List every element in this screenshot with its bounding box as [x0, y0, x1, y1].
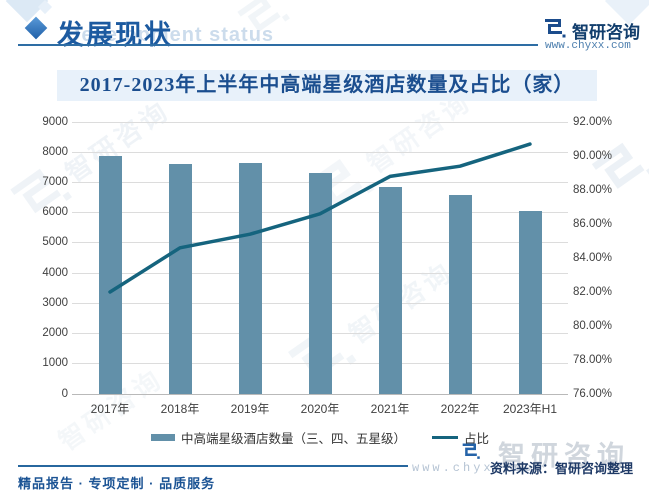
- chart-legend: 中高端星级酒店数量（三、四、五星级） 占比: [75, 428, 565, 447]
- section-subtitle-en: Development status: [66, 24, 275, 46]
- brand-url: www.chyxx.com: [545, 40, 631, 52]
- brand-logo-icon: [543, 16, 567, 45]
- bar: [378, 187, 402, 394]
- x-axis-tick-label: 2018年: [160, 402, 200, 416]
- bar: [518, 210, 542, 394]
- footer-tagline: 精品报告 · 专项定制 · 品质服务: [18, 476, 216, 491]
- right-axis-tick-label: 76.00%: [573, 387, 613, 400]
- legend-item-bars: 中高端星级酒店数量（三、四、五星级）: [150, 428, 406, 447]
- footer-watermark-text: 智研咨询: [498, 441, 630, 471]
- x-axis-tick-label: 2019年: [230, 402, 270, 416]
- left-axis-tick-label: 8000: [42, 145, 68, 158]
- left-axis-tick-label: 9000: [42, 115, 68, 128]
- x-axis-tick-label: 2021年: [370, 402, 410, 416]
- footer-brand-icon: [461, 441, 481, 466]
- right-axis-tick-label: 86.00%: [573, 217, 613, 230]
- left-axis-tick-label: 5000: [42, 236, 68, 249]
- legend-label-line: 占比: [464, 432, 490, 446]
- x-axis-tick-label: 2022年: [440, 402, 480, 416]
- chart-title: 2017-2023年上半年中高端星级酒店数量及占比（家）: [57, 70, 597, 101]
- bar: [168, 164, 192, 394]
- left-axis-tick-label: 1000: [42, 357, 68, 370]
- right-axis-tick-label: 84.00%: [573, 251, 613, 264]
- x-axis-tick-label: 2017年: [90, 402, 130, 416]
- bar: [238, 163, 262, 394]
- right-axis-tick-label: 92.00%: [573, 115, 613, 128]
- grid-line: [72, 121, 568, 123]
- x-axis-line: [72, 393, 568, 395]
- x-axis-tick-label: 2020年: [300, 402, 340, 416]
- legend-item-line: 占比: [432, 428, 489, 447]
- left-axis-tick-label: 2000: [42, 327, 68, 340]
- footer-watermark-url: www.chyxx.com: [412, 461, 545, 475]
- section-title: 发展现状: [57, 20, 173, 50]
- header-divider: [18, 44, 538, 46]
- x-axis-tick-label: 2023年H1: [502, 402, 558, 416]
- line-swatch-icon: [432, 436, 458, 439]
- right-axis-tick-label: 80.00%: [573, 319, 613, 332]
- brand-name: 智研咨询: [572, 23, 640, 42]
- data-source: 资料来源：智研咨询整理: [490, 461, 634, 476]
- right-axis-tick-label: 82.00%: [573, 285, 613, 298]
- right-axis-tick-label: 88.00%: [573, 183, 613, 196]
- left-axis-tick-label: 6000: [42, 206, 68, 219]
- right-axis-tick-label: 78.00%: [573, 353, 613, 366]
- left-axis-tick-label: 0: [61, 387, 68, 400]
- bar: [308, 173, 332, 394]
- bar: [448, 195, 472, 394]
- left-axis-tick-label: 3000: [42, 296, 68, 309]
- bar-swatch-icon: [150, 434, 175, 441]
- bar: [98, 155, 122, 394]
- left-axis-tick-label: 7000: [42, 175, 68, 188]
- grid-line: [72, 151, 568, 153]
- left-axis-tick-label: 4000: [42, 266, 68, 279]
- footer-divider: [18, 465, 408, 467]
- right-axis-tick-label: 90.00%: [573, 149, 613, 162]
- legend-label-bars: 中高端星级酒店数量（三、四、五星级）: [180, 432, 406, 446]
